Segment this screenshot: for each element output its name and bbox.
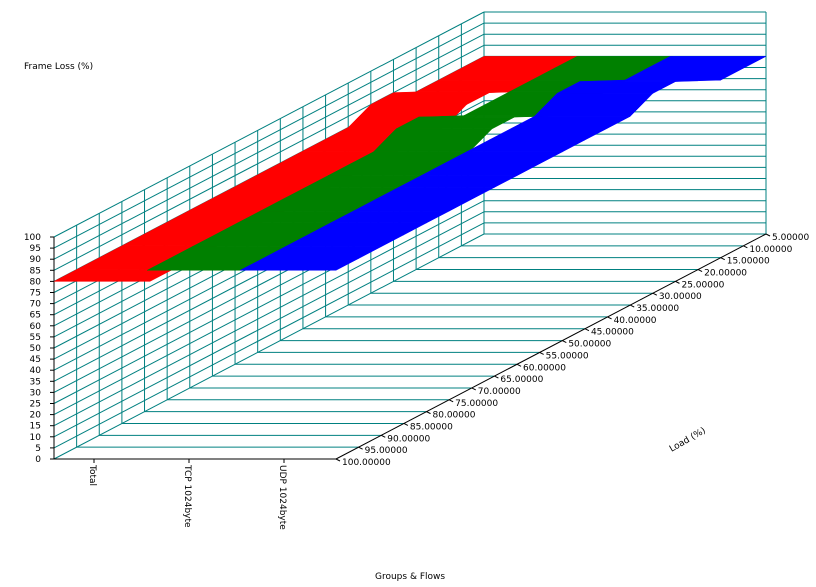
- z-tick-mark: [381, 434, 386, 438]
- y-axis-label: Frame Loss (%): [24, 62, 94, 72]
- z-tick-label: 60.00000: [523, 363, 566, 373]
- z-tick-mark: [494, 375, 499, 379]
- z-tick-label: 75.00000: [455, 399, 498, 409]
- y-tick-label: 75: [30, 289, 41, 299]
- y-tick-label: 40: [30, 366, 42, 376]
- z-tick-label: 65.00000: [500, 375, 543, 385]
- z-tick-mark: [652, 292, 658, 296]
- left-wall-gridline: [53, 200, 485, 427]
- x-tick-label: UDP 1024byte: [277, 465, 287, 530]
- z-tick-label: 5.00000: [772, 233, 809, 243]
- z-tick-mark: [720, 257, 725, 261]
- x-axis-label: Groups & Flows: [375, 572, 446, 582]
- surface-patch-total: [53, 269, 173, 282]
- z-tick-label: 10.00000: [749, 245, 792, 255]
- z-tick-label: 45.00000: [591, 328, 634, 338]
- x-tick-label: Total: [87, 464, 97, 486]
- left-wall-gridline: [53, 44, 485, 271]
- z-tick-label: 25.00000: [681, 280, 724, 290]
- y-tick-label: 55: [30, 333, 41, 343]
- z-tick-label: 70.00000: [478, 387, 521, 397]
- x-tick-label: TCP 1024byte: [182, 464, 192, 528]
- z-tick-mark: [765, 233, 771, 237]
- z-tick-mark: [584, 328, 590, 332]
- z-tick-label: 50.00000: [568, 340, 611, 350]
- z-tick-mark: [562, 340, 567, 344]
- z-tick-mark: [675, 280, 680, 284]
- y-tick-label: 65: [30, 311, 41, 321]
- z-tick-label: 100.00000: [342, 458, 391, 468]
- surface-patch-udp-1024byte: [511, 116, 631, 129]
- z-tick-label: 95.00000: [365, 446, 408, 456]
- y-tick-label: 50: [30, 344, 42, 354]
- tick-labels: 0510152025303540455055606570758085909510…: [24, 233, 810, 530]
- y-tick-label: 15: [30, 422, 41, 432]
- z-tick-mark: [403, 423, 409, 426]
- z-tick-label: 55.00000: [546, 351, 589, 361]
- z-tick-label: 90.00000: [387, 434, 430, 444]
- y-tick-label: 10: [30, 433, 42, 443]
- y-tick-label: 0: [35, 455, 41, 465]
- left-wall-gridline: [53, 222, 485, 449]
- y-tick-label: 90: [30, 255, 42, 265]
- y-tick-label: 85: [30, 266, 41, 276]
- y-tick-label: 30: [30, 388, 42, 398]
- z-tick-label: 40.00000: [614, 316, 657, 326]
- surface-patch-udp-1024byte: [488, 127, 608, 141]
- z-tick-label: 85.00000: [410, 422, 453, 432]
- z-tick-mark: [335, 458, 341, 462]
- z-tick-mark: [743, 245, 748, 249]
- z-tick-mark: [697, 269, 703, 272]
- y-tick-label: 45: [30, 355, 41, 365]
- z-tick-mark: [426, 411, 431, 415]
- z-axis-line: [335, 233, 767, 460]
- y-tick-label: 5: [35, 444, 41, 454]
- surface-patch-udp-1024byte: [239, 258, 359, 271]
- left-wall-gridline: [53, 211, 485, 438]
- left-wall-gridline: [53, 233, 485, 460]
- z-tick-mark: [629, 304, 635, 308]
- z-tick-label: 20.00000: [704, 269, 747, 279]
- surfaces: [53, 56, 767, 282]
- y-tick-label: 35: [30, 377, 41, 387]
- z-tick-mark: [448, 399, 454, 403]
- z-tick-mark: [471, 387, 477, 391]
- y-tick-label: 95: [30, 244, 41, 254]
- left-wall-gridline: [53, 33, 485, 260]
- surface-patch-total: [370, 92, 490, 105]
- z-tick-mark: [358, 446, 363, 450]
- z-tick-label: 30.00000: [659, 292, 702, 302]
- y-tick-label: 25: [30, 400, 41, 410]
- z-tick-mark: [539, 351, 544, 355]
- z-tick-label: 15.00000: [727, 257, 770, 267]
- y-tick-label: 80: [30, 277, 42, 287]
- left-wall-gridline: [53, 22, 485, 249]
- y-tick-label: 60: [30, 322, 42, 332]
- y-tick-label: 100: [24, 233, 41, 243]
- y-tick-label: 20: [30, 411, 42, 421]
- z-tick-mark: [516, 363, 522, 367]
- z-tick-label: 80.00000: [433, 411, 476, 421]
- left-wall-gridline: [53, 11, 485, 238]
- y-tick-label: 70: [30, 300, 42, 310]
- z-tick-mark: [607, 316, 612, 320]
- z-tick-label: 35.00000: [636, 304, 679, 314]
